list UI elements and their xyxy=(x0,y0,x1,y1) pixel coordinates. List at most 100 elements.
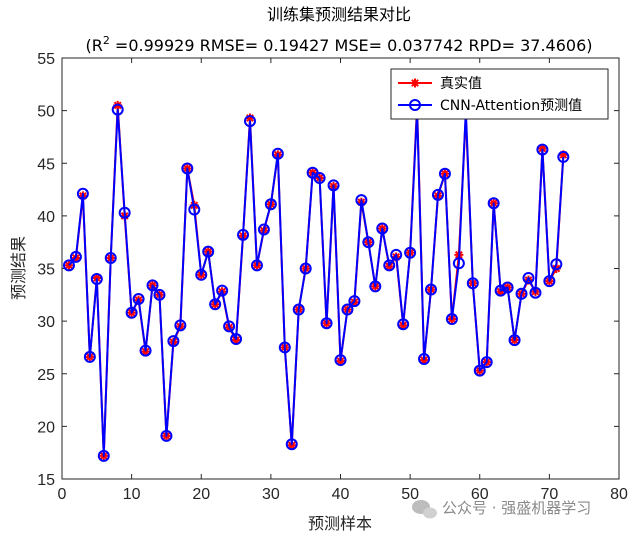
pred-value-point xyxy=(90,273,103,286)
pred-value-point xyxy=(522,271,535,284)
y-tick-label: 40 xyxy=(37,209,55,226)
pred-value-point xyxy=(250,259,263,272)
pred-value-point xyxy=(209,298,222,311)
pred-value-point xyxy=(320,317,333,330)
y-tick-label: 25 xyxy=(37,367,55,384)
x-tick-label: 30 xyxy=(262,486,280,503)
y-axis-label: 预测结果 xyxy=(9,236,28,300)
pred-value-point xyxy=(550,258,563,271)
pred-value-point xyxy=(188,203,201,216)
pred-value-point xyxy=(529,286,542,299)
legend-marker-pred xyxy=(409,99,421,111)
watermark-text: 公众号 · 强盛机器学习 xyxy=(442,499,591,517)
pred-value-point xyxy=(487,197,500,210)
pred-value-point xyxy=(153,288,166,301)
chart-subtitle: (R2 =0.99929 RMSE= 0.19427 MSE= 0.037742… xyxy=(85,34,592,55)
pred-value-point xyxy=(418,353,431,366)
pred-value-point xyxy=(313,171,326,184)
pred-value-point xyxy=(139,344,152,357)
true-value-point xyxy=(419,355,429,365)
pred-value-point xyxy=(125,306,138,319)
x-axis: 0 10 20 30 40 50 60 70 80 xyxy=(58,58,628,503)
plot-area xyxy=(61,57,620,480)
legend-marker-true xyxy=(410,78,420,88)
pred-value-point xyxy=(223,320,236,333)
pred-value-point xyxy=(390,248,403,261)
y-tick-label: 35 xyxy=(37,262,55,279)
pred-value-point xyxy=(452,257,465,270)
pred-value-point xyxy=(146,279,159,292)
x-tick-label: 50 xyxy=(401,486,419,503)
pred-value-point xyxy=(62,259,75,272)
pred-value-point xyxy=(438,167,451,180)
pred-value-point xyxy=(494,284,507,297)
pred-value-point xyxy=(181,162,194,175)
pred-value-point xyxy=(397,318,410,331)
y-tick-label: 55 xyxy=(37,51,55,68)
subtitle-prefix: (R xyxy=(85,36,102,55)
pred-value-point xyxy=(264,198,277,211)
pred-value-point xyxy=(202,245,215,258)
pred-value-point xyxy=(111,103,124,116)
pred-value-point xyxy=(271,147,284,160)
pred-value-point xyxy=(383,259,396,272)
pred-value-point xyxy=(404,246,417,259)
pred-value-point xyxy=(445,313,458,326)
y-tick-label: 50 xyxy=(37,104,55,121)
pred-value-point xyxy=(543,275,556,288)
pred-value-point xyxy=(97,449,110,462)
subtitle-superscript: 2 xyxy=(103,34,110,47)
pred-value-point xyxy=(69,250,82,263)
pred-value-point xyxy=(237,228,250,241)
pred-value-point xyxy=(431,188,444,201)
x-tick-label: 20 xyxy=(192,486,210,503)
pred-value-point xyxy=(480,356,493,369)
pred-value-point xyxy=(341,303,354,316)
legend-box xyxy=(390,68,609,120)
pred-value-point xyxy=(508,334,521,347)
pred-value-point xyxy=(515,287,528,300)
x-tick-label: 70 xyxy=(540,486,558,503)
pred-value-point xyxy=(76,187,89,200)
pred-value-point xyxy=(369,280,382,293)
y-tick-label: 15 xyxy=(37,472,55,489)
pred-value-point xyxy=(299,262,312,275)
wechat-logo-icon xyxy=(412,500,437,519)
pred-value-point xyxy=(292,303,305,316)
pred-value-point xyxy=(278,341,291,354)
pred-value-point xyxy=(557,150,570,163)
legend-label-pred: CNN-Attention预测值 xyxy=(440,98,582,114)
pred-value-point xyxy=(376,222,389,235)
x-tick-label: 0 xyxy=(58,486,67,503)
pred-value-point xyxy=(501,281,514,294)
pred-value-point xyxy=(132,293,145,306)
pred-value-point xyxy=(195,268,208,281)
pred-value-point xyxy=(104,251,117,264)
y-tick-label: 20 xyxy=(37,419,55,436)
pred-value-point xyxy=(160,429,173,442)
pred-value-point xyxy=(216,284,229,297)
pred-value-point xyxy=(473,364,486,377)
x-tick-label: 10 xyxy=(123,486,141,503)
x-axis-label: 预测样本 xyxy=(308,514,372,533)
pred-value-point xyxy=(118,206,131,219)
pred-value-point xyxy=(167,335,180,348)
pred-value-point xyxy=(425,283,438,296)
pred-value-point xyxy=(334,354,347,367)
pred-value-point xyxy=(348,295,361,308)
pred-value-point xyxy=(257,223,270,236)
chart-title: 训练集预测结果对比 xyxy=(267,5,411,24)
legend-label-true: 真实值 xyxy=(440,76,482,92)
y-tick-label: 30 xyxy=(37,314,55,331)
pred-value-point xyxy=(466,277,479,290)
pred-value-point xyxy=(355,194,368,207)
watermark: 公众号 · 强盛机器学习 xyxy=(412,499,591,519)
series-layer xyxy=(62,100,570,462)
legend: 真实值 CNN-Attention预测值 xyxy=(390,68,609,120)
y-tick-label: 45 xyxy=(37,156,55,173)
subtitle-rest: =0.99929 RMSE= 0.19427 MSE= 0.037742 RPD… xyxy=(110,36,593,55)
x-tick-label: 80 xyxy=(610,486,628,503)
legend-asterisk-icon xyxy=(410,78,420,88)
x-tick-label: 40 xyxy=(332,486,350,503)
